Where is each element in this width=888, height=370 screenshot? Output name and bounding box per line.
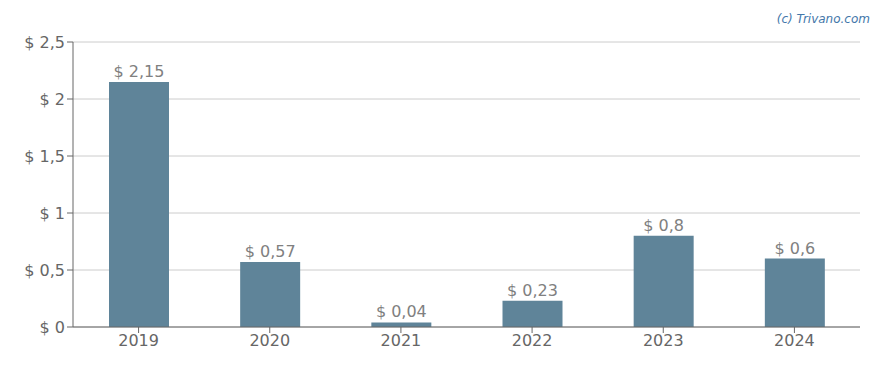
svg-text:$ 1,5: $ 1,5 bbox=[24, 147, 65, 166]
svg-text:$ 2,5: $ 2,5 bbox=[24, 33, 65, 52]
svg-text:$ 0,04: $ 0,04 bbox=[376, 302, 427, 321]
svg-text:$ 0,5: $ 0,5 bbox=[24, 261, 65, 280]
html-text:(c) Trivano.com: (c) Trivano.com bbox=[776, 12, 870, 26]
svg-text:2022: 2022 bbox=[512, 331, 553, 350]
svg-text:$ 0,23: $ 0,23 bbox=[507, 281, 558, 300]
svg-text:2021: 2021 bbox=[381, 331, 422, 350]
svg-text:2023: 2023 bbox=[643, 331, 684, 350]
svg-text:$ 0,8: $ 0,8 bbox=[643, 216, 684, 235]
svg-text:$ 0,6: $ 0,6 bbox=[774, 239, 815, 258]
svg-text:$ 2,15: $ 2,15 bbox=[114, 62, 165, 81]
svg-text:$ 0: $ 0 bbox=[40, 318, 65, 337]
svg-text:2024: 2024 bbox=[774, 331, 815, 350]
svg-text:$ 1: $ 1 bbox=[40, 204, 65, 223]
svg-text:2020: 2020 bbox=[249, 331, 290, 350]
svg-text:2019: 2019 bbox=[118, 331, 159, 350]
svg-text:$ 0,57: $ 0,57 bbox=[245, 242, 296, 261]
svg-text:$ 2: $ 2 bbox=[40, 90, 65, 109]
